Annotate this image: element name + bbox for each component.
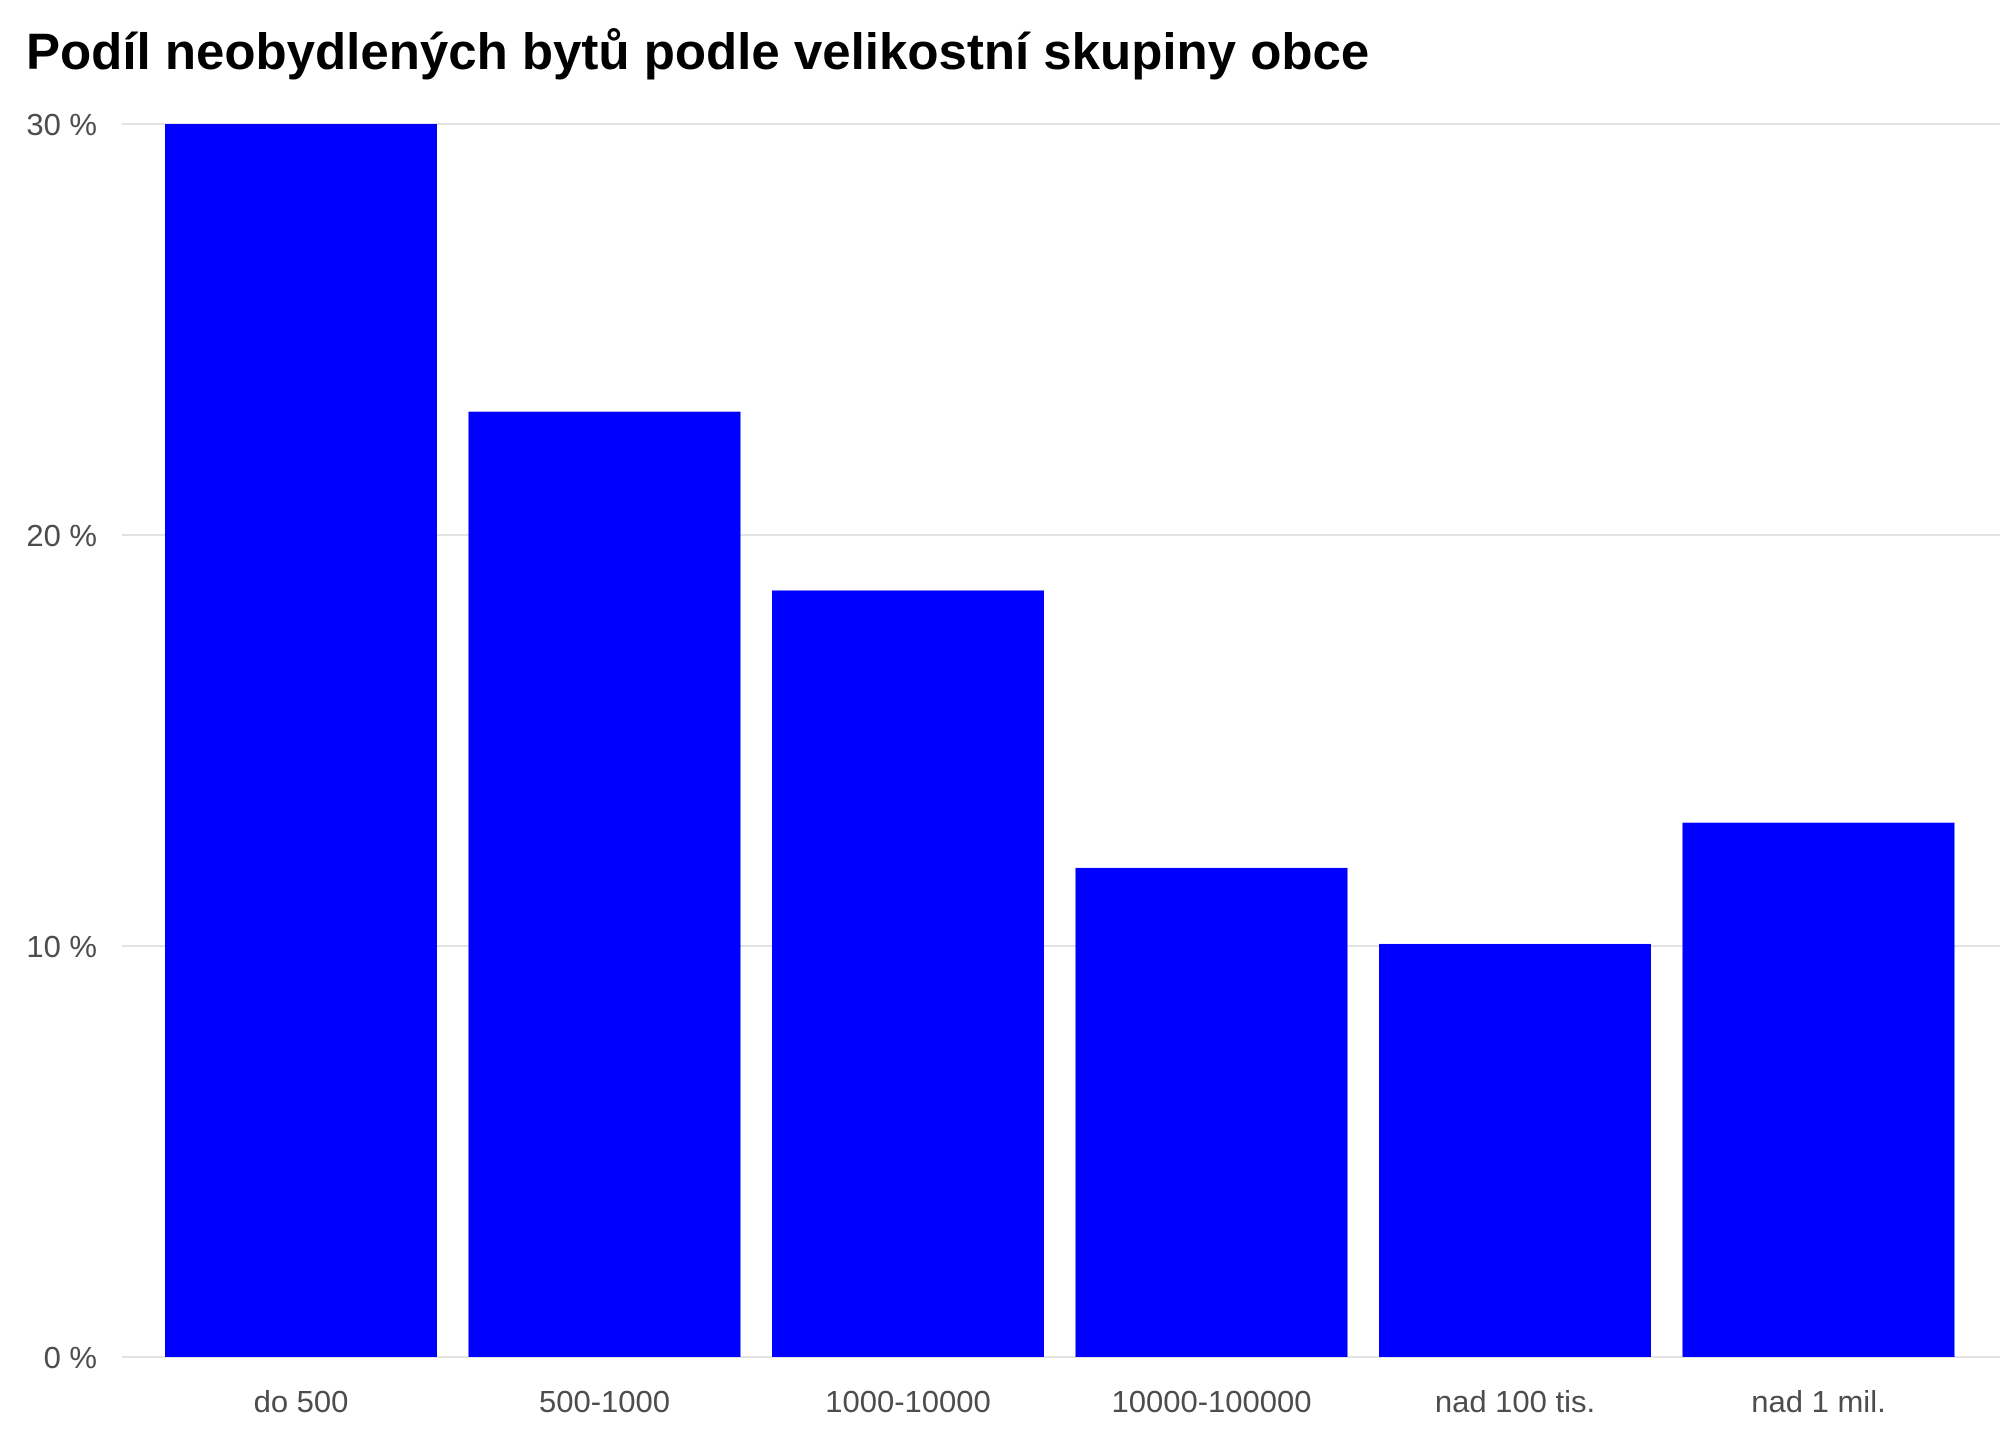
x-tick-label: 1000-10000 [825,1384,991,1419]
bar [468,411,741,1357]
bars [165,124,1955,1357]
y-tick-label: 10 % [26,929,97,964]
x-tick-label: nad 1 mil. [1751,1384,1885,1419]
y-tick-label: 30 % [26,107,97,142]
x-tick-label: do 500 [254,1384,349,1419]
bar [1682,822,1955,1357]
bar [772,590,1044,1357]
x-tick-label: nad 100 tis. [1435,1384,1595,1419]
x-tick-label: 500-1000 [539,1384,670,1419]
x-axis-tick-labels: do 500 500-1000 1000-10000 10000-100000 nad … [254,1384,1886,1419]
bar [1075,867,1348,1357]
chart-title: Podíl neobydlených bytů podle velikostní… [26,23,1370,80]
bar [1379,943,1651,1357]
x-tick-label: 10000-100000 [1112,1384,1312,1419]
y-tick-label: 0 % [44,1340,97,1375]
y-axis-tick-labels: 0 % 10 % 20 % 30 % [26,107,97,1375]
bar [165,124,437,1357]
y-tick-label: 20 % [26,518,97,553]
